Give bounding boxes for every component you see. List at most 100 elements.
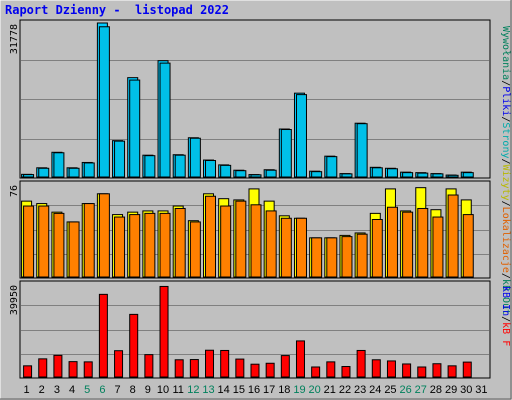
- bar-visits-sites-s1-day-13: [205, 195, 217, 278]
- bar-visits-sites-s1-day-28: [432, 216, 444, 278]
- side-label-top-part-0: Wywołania: [500, 26, 511, 80]
- bar-kbytes-s0-day-17: [265, 362, 275, 378]
- panel-visits-sites-frame: [19, 180, 491, 279]
- bar-visits-sites-s1-day-30: [462, 214, 474, 278]
- bar-visits-sites-s1-day-12: [189, 221, 201, 278]
- bar-hits-files-s1-day-15: [235, 170, 247, 178]
- x-label-day-30: 30: [460, 384, 472, 396]
- bar-kbytes-s0-day-28: [432, 363, 442, 378]
- bar-hits-files-s1-day-21: [326, 156, 338, 178]
- bar-visits-sites-s1-day-27: [417, 207, 429, 278]
- bar-visits-sites-s1-day-8: [129, 214, 141, 278]
- x-label-day-6: 6: [99, 384, 105, 396]
- bar-hits-files-s1-day-16: [250, 174, 262, 178]
- x-label-day-5: 5: [84, 384, 90, 396]
- side-label-top-text: Wywołania/Pliki/Strony/Wizyty/Lokalizacj…: [500, 26, 511, 315]
- x-label-day-9: 9: [145, 384, 151, 396]
- bar-kbytes-s0-day-29: [447, 365, 457, 378]
- bar-visits-sites-s1-day-4: [68, 221, 80, 278]
- bar-kbytes-s0-day-20: [311, 366, 321, 378]
- side-label-top-part-5: /: [500, 158, 511, 164]
- x-label-day-19: 19: [293, 384, 305, 396]
- side-label-top-part-8: Lokalizacje: [500, 207, 511, 273]
- bar-kbytes-s0-day-14: [220, 349, 230, 378]
- bar-hits-files-s1-day-23: [356, 123, 368, 178]
- bar-kbytes-s0-day-9: [144, 354, 154, 378]
- x-label-day-12: 12: [187, 384, 199, 396]
- bar-kbytes-s0-day-24: [371, 359, 381, 378]
- x-label-day-13: 13: [202, 384, 214, 396]
- bar-visits-sites-s1-day-29: [447, 194, 459, 278]
- side-label-top-part-4: Strony: [500, 122, 511, 158]
- bar-kbytes-s0-day-4: [68, 361, 78, 378]
- bar-kbytes-s0-day-12: [189, 359, 199, 378]
- bar-visits-sites-s1-day-5: [83, 203, 95, 278]
- x-label-day-21: 21: [324, 384, 336, 396]
- bar-visits-sites-s1-day-24: [371, 218, 383, 278]
- side-label-bottom: kB In/kB F: [500, 286, 511, 346]
- x-label-day-10: 10: [157, 384, 169, 396]
- x-label-day-4: 4: [69, 384, 75, 396]
- bar-visits-sites-s1-day-1: [23, 205, 35, 278]
- x-label-day-25: 25: [384, 384, 396, 396]
- bar-hits-files-s1-day-5: [83, 162, 95, 178]
- bar-kbytes-s0-day-5: [83, 361, 93, 378]
- x-label-day-26: 26: [399, 384, 411, 396]
- x-label-day-24: 24: [369, 384, 381, 396]
- side-label-top-part-7: /: [500, 201, 511, 207]
- bar-hits-files-s1-day-9: [144, 155, 156, 178]
- bar-hits-files-s1-day-8: [129, 79, 141, 178]
- side-label-top-part-2: Pliki: [500, 86, 511, 116]
- bar-visits-sites-s1-day-23: [356, 233, 368, 278]
- bar-hits-files-s1-day-14: [220, 164, 232, 178]
- bar-hits-files-s1-day-7: [114, 140, 126, 178]
- bar-visits-sites-s1-day-17: [265, 210, 277, 278]
- x-label-day-7: 7: [114, 384, 120, 396]
- bar-kbytes-s0-day-27: [417, 366, 427, 378]
- bar-visits-sites-s1-day-19: [295, 217, 307, 278]
- bar-hits-files-s1-day-13: [205, 160, 217, 178]
- x-label-day-27: 27: [415, 384, 427, 396]
- bar-kbytes-s0-day-7: [114, 350, 124, 378]
- bar-visits-sites-s1-day-20: [311, 237, 323, 278]
- bar-hits-files-s1-day-12: [189, 137, 201, 178]
- bar-hits-files-s1-day-2: [38, 167, 50, 178]
- bar-hits-files-s1-day-26: [402, 172, 414, 178]
- bar-kbytes-s0-day-26: [402, 363, 412, 378]
- side-label-top-part-9: /: [500, 273, 511, 279]
- bar-hits-files-s1-day-30: [462, 172, 474, 178]
- bar-hits-files-s1-day-25: [386, 168, 398, 178]
- x-label-day-2: 2: [39, 384, 45, 396]
- x-label-day-11: 11: [172, 384, 183, 396]
- bar-hits-files-s1-day-17: [265, 169, 277, 178]
- side-label-bottom-part-0: kB In: [500, 286, 511, 316]
- side-label-bottom-part-2: kB F: [500, 322, 511, 346]
- y-max-label-hits-files: 31778: [9, 24, 20, 54]
- bar-kbytes-s0-day-10: [159, 285, 169, 378]
- bar-hits-files-s1-day-3: [53, 152, 65, 178]
- x-label-day-16: 16: [248, 384, 260, 396]
- y-max-label-visits-sites: 76: [9, 185, 20, 197]
- x-label-day-8: 8: [130, 384, 136, 396]
- bar-visits-sites-s1-day-21: [326, 237, 338, 278]
- x-label-day-28: 28: [430, 384, 442, 396]
- bar-kbytes-s0-day-8: [129, 313, 139, 378]
- side-label-top-part-3: /: [500, 116, 511, 122]
- bar-kbytes-s0-day-30: [462, 361, 472, 378]
- bar-visits-sites-s1-day-16: [250, 204, 262, 278]
- side-label-top-part-10: kB Out: [500, 279, 511, 315]
- bar-kbytes-s0-day-1: [23, 365, 33, 378]
- chart-title: Raport Dzienny - listopad 2022: [5, 3, 229, 17]
- bar-hits-files-s1-day-18: [280, 129, 292, 178]
- x-label-day-22: 22: [339, 384, 351, 396]
- side-label-top-part-6: Wizyty: [500, 165, 511, 201]
- bar-visits-sites-s1-day-6: [98, 193, 110, 278]
- x-label-day-1: 1: [24, 384, 30, 396]
- side-label-bottom-text: kB In/kB F: [500, 286, 511, 346]
- bar-kbytes-s0-day-18: [280, 355, 290, 378]
- bar-visits-sites-s1-day-9: [144, 212, 156, 278]
- side-label-bottom-part-1: /: [500, 316, 511, 322]
- x-label-day-18: 18: [278, 384, 290, 396]
- bar-hits-files-s1-day-1: [23, 174, 35, 178]
